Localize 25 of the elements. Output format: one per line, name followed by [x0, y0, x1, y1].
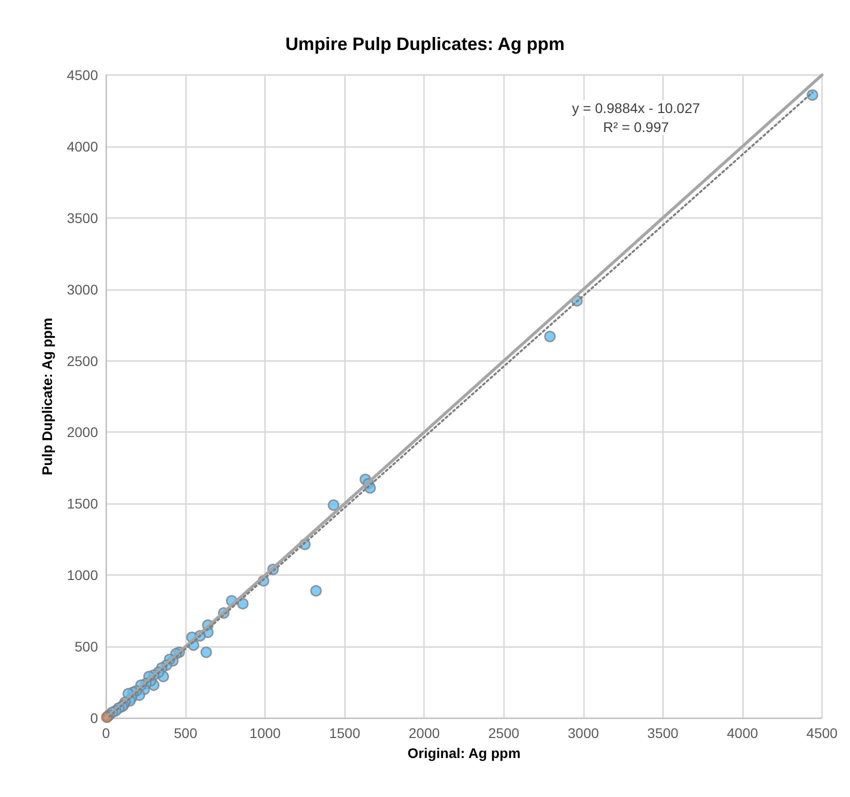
- y-tick-label: 3500: [66, 210, 98, 226]
- x-tick-label: 0: [102, 725, 110, 741]
- chart-title: Umpire Pulp Duplicates: Ag ppm: [285, 34, 565, 54]
- x-tick-label: 4000: [726, 725, 758, 741]
- y-tick-label: 1000: [66, 567, 98, 584]
- y-tick-label: 500: [74, 638, 98, 655]
- y-tick-label: 1500: [66, 496, 98, 512]
- annotation: R² = 0.997: [603, 119, 670, 135]
- y-tick-label: 4500: [66, 67, 98, 83]
- y-tick-label: 0: [90, 710, 98, 726]
- x-tick-label: 3000: [568, 725, 600, 741]
- y-tick-label: 2500: [66, 352, 98, 369]
- x-tick-label: 1000: [250, 725, 281, 741]
- x-tick-label: 500: [174, 725, 198, 741]
- x-tick-label: 2000: [408, 725, 440, 741]
- y-axis-title: Pulp Duplicate: Ag ppm: [39, 318, 55, 476]
- x-tick-label: 2500: [488, 725, 520, 741]
- y-tick-label: 2000: [66, 424, 98, 440]
- y-tick-label: 3000: [66, 281, 98, 298]
- annotation: y = 0.9884x - 10.027: [572, 100, 700, 116]
- x-tick-label: 3500: [647, 725, 679, 741]
- x-axis-title: Original: Ag ppm: [407, 745, 521, 761]
- x-tick-label: 4500: [806, 725, 838, 741]
- x-tick-label: 1500: [329, 725, 360, 741]
- y-tick-label: 4000: [66, 138, 98, 154]
